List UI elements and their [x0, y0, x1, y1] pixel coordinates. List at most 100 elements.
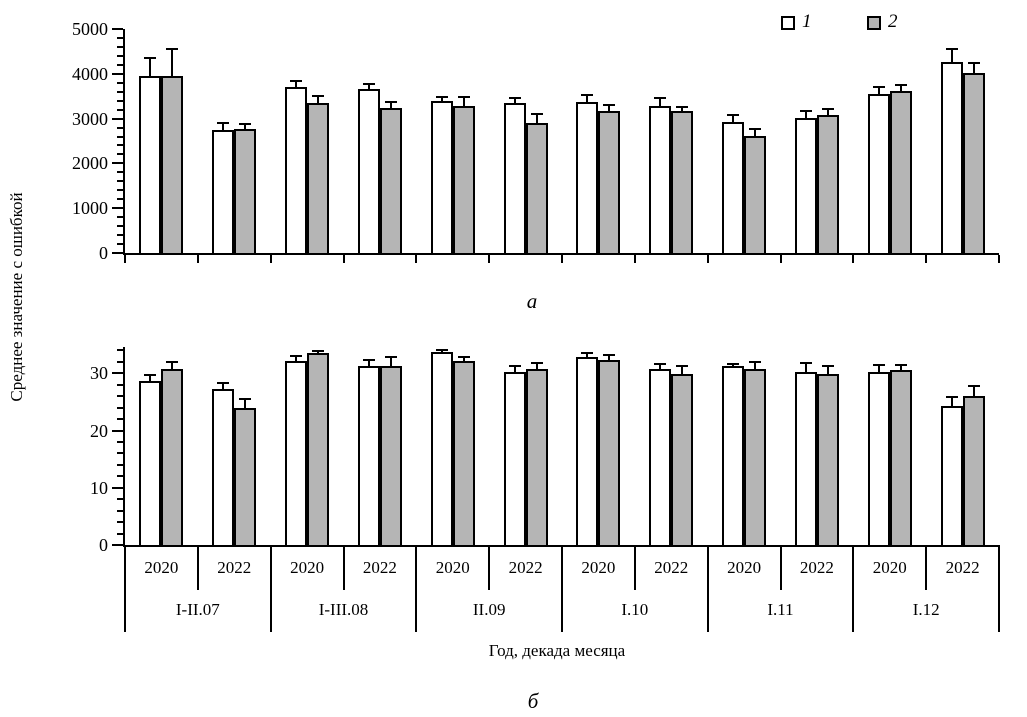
y-tick-label: 3000: [72, 108, 108, 129]
y-minor-tick: [117, 475, 123, 478]
error-bar-cap: [603, 353, 616, 356]
error-bar-cap: [217, 122, 230, 125]
error-bar-stem: [295, 80, 298, 90]
table-group-divider: [124, 545, 126, 632]
y-minor-tick: [117, 395, 123, 398]
bar-b-c3-s1: [357, 366, 380, 547]
bar-a-c5-s1: [503, 102, 526, 255]
x-tick: [925, 255, 928, 263]
error-bar-stem: [950, 397, 953, 409]
error-bar-cap: [144, 57, 157, 60]
y-minor-tick: [117, 90, 123, 93]
y-major-tick: [112, 28, 123, 30]
y-major-tick: [112, 429, 123, 432]
error-bar-cap: [872, 85, 885, 88]
table-group-divider: [269, 545, 272, 632]
error-bar-stem: [732, 115, 735, 125]
error-bar-cap: [799, 361, 812, 364]
error-bar-cap: [749, 360, 762, 363]
error-bar-cap: [508, 96, 521, 99]
y-minor-tick: [117, 189, 123, 192]
error-bar-stem: [950, 49, 953, 64]
table-group-divider: [852, 545, 855, 632]
table-year-divider: [633, 545, 636, 590]
error-bar-stem: [877, 364, 880, 375]
error-bar-cap: [362, 358, 375, 361]
x-tick: [852, 255, 855, 263]
legend-swatch-series-1: [781, 16, 795, 30]
error-bar-stem: [826, 108, 829, 117]
error-bar-stem: [608, 104, 611, 113]
legend-swatch-series-2: [867, 16, 881, 30]
table-year-label: 2020: [872, 558, 907, 577]
error-bar-cap: [290, 354, 303, 357]
bar-a-c4-s2: [452, 105, 475, 255]
y-tick-label: 5000: [72, 19, 108, 39]
error-bar-stem: [659, 363, 662, 371]
bar-b-c1-s1: [212, 388, 235, 547]
error-bar-cap: [727, 363, 740, 366]
table-group-divider: [706, 545, 709, 632]
error-bar-stem: [899, 85, 902, 94]
error-bar-cap: [945, 396, 958, 399]
y-tick-label: 0: [99, 535, 108, 555]
error-bar-stem: [681, 365, 684, 377]
panel-b-label: б: [527, 689, 539, 713]
error-bar-cap: [384, 101, 397, 104]
error-bar-stem: [754, 361, 757, 371]
error-bar-cap: [362, 82, 375, 85]
table-group-label: I-III.08: [318, 600, 369, 619]
bar-b-c8-s1: [722, 366, 745, 547]
y-major-tick: [112, 72, 123, 75]
error-bar-cap: [821, 107, 834, 110]
table-year-label: 2020: [290, 558, 325, 577]
bar-a-c9-s2: [816, 114, 839, 255]
bar-a-c1-s2: [234, 128, 257, 255]
table-group-divider: [998, 545, 1000, 632]
error-bar-stem: [462, 96, 465, 108]
error-bar-cap: [166, 361, 179, 364]
y-tick-label: 30: [90, 363, 108, 384]
y-minor-tick: [117, 99, 123, 102]
error-bar-cap: [508, 364, 521, 367]
error-bar-stem: [535, 362, 538, 372]
table-year-divider: [779, 545, 782, 590]
bar-b-c4-s2: [452, 360, 475, 547]
y-minor-tick: [117, 360, 123, 363]
table-group-label: I.11: [767, 600, 794, 619]
y-minor-tick: [117, 171, 123, 174]
error-bar-cap: [530, 113, 543, 116]
error-bar-stem: [149, 375, 152, 383]
error-bar-cap: [749, 127, 762, 130]
y-major-tick: [112, 117, 123, 120]
error-bar-cap: [945, 48, 958, 51]
y-minor-tick: [117, 498, 123, 501]
bar-a-c6-s2: [598, 110, 621, 255]
error-bar-stem: [659, 98, 662, 108]
bar-b-c7-s2: [671, 374, 694, 547]
error-bar-stem: [440, 97, 443, 104]
bar-b-c11-s2: [962, 396, 985, 547]
x-tick: [633, 255, 636, 263]
x-axis-line-a: [123, 253, 999, 255]
table-year-divider: [925, 545, 928, 590]
table-group-divider: [415, 545, 418, 632]
x-tick: [998, 255, 1000, 263]
y-minor-tick: [117, 135, 123, 138]
y-minor-tick: [117, 54, 123, 57]
error-bar-stem: [608, 354, 611, 362]
error-bar-stem: [804, 110, 807, 120]
table-group-label: I.12: [912, 600, 940, 619]
x-tick: [269, 255, 272, 263]
bar-a-c2-s2: [307, 103, 330, 255]
error-bar-cap: [144, 374, 157, 377]
error-bar-cap: [894, 364, 907, 367]
table-group-label: I-II.07: [175, 600, 220, 619]
error-bar-cap: [384, 355, 397, 358]
error-bar-stem: [681, 106, 684, 113]
bar-b-c9-s1: [794, 372, 817, 547]
bar-b-c10-s1: [867, 372, 890, 547]
bar-b-c5-s2: [525, 369, 548, 547]
bar-b-c5-s1: [503, 371, 526, 547]
